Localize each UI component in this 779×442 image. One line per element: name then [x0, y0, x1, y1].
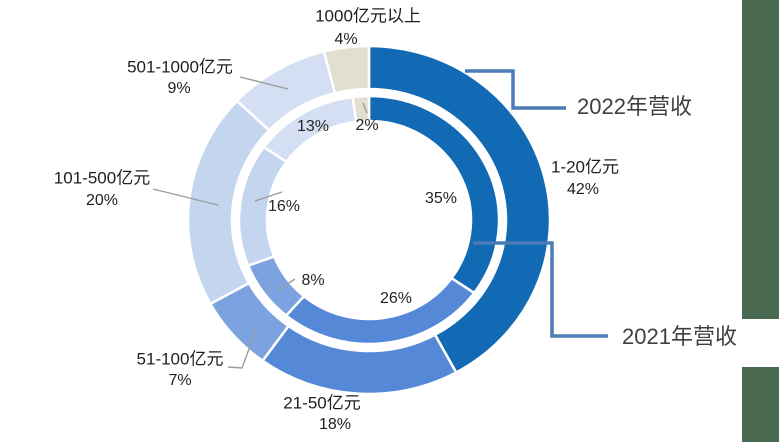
slice-outer-0: [367, 44, 552, 374]
leader-line-3: [254, 191, 283, 202]
leader-line-2: [227, 329, 257, 369]
slice-outer-5: [322, 44, 371, 95]
slice-inner-5: [351, 94, 371, 124]
leader-line-0: [239, 76, 289, 90]
callout-line-2021: [473, 241, 608, 338]
leader-line-1: [152, 188, 219, 206]
series-label-2022: 2022年营收: [577, 94, 692, 119]
leader-line-5: [362, 102, 368, 114]
leader-line-4: [277, 278, 296, 291]
callout-line-2022: [465, 69, 566, 110]
series-label-2021: 2021年营收: [622, 324, 737, 349]
green-accent-bar-bottom: [742, 367, 779, 442]
green-accent-bar-top: [742, 0, 779, 319]
slice-inner-3: [237, 145, 288, 267]
